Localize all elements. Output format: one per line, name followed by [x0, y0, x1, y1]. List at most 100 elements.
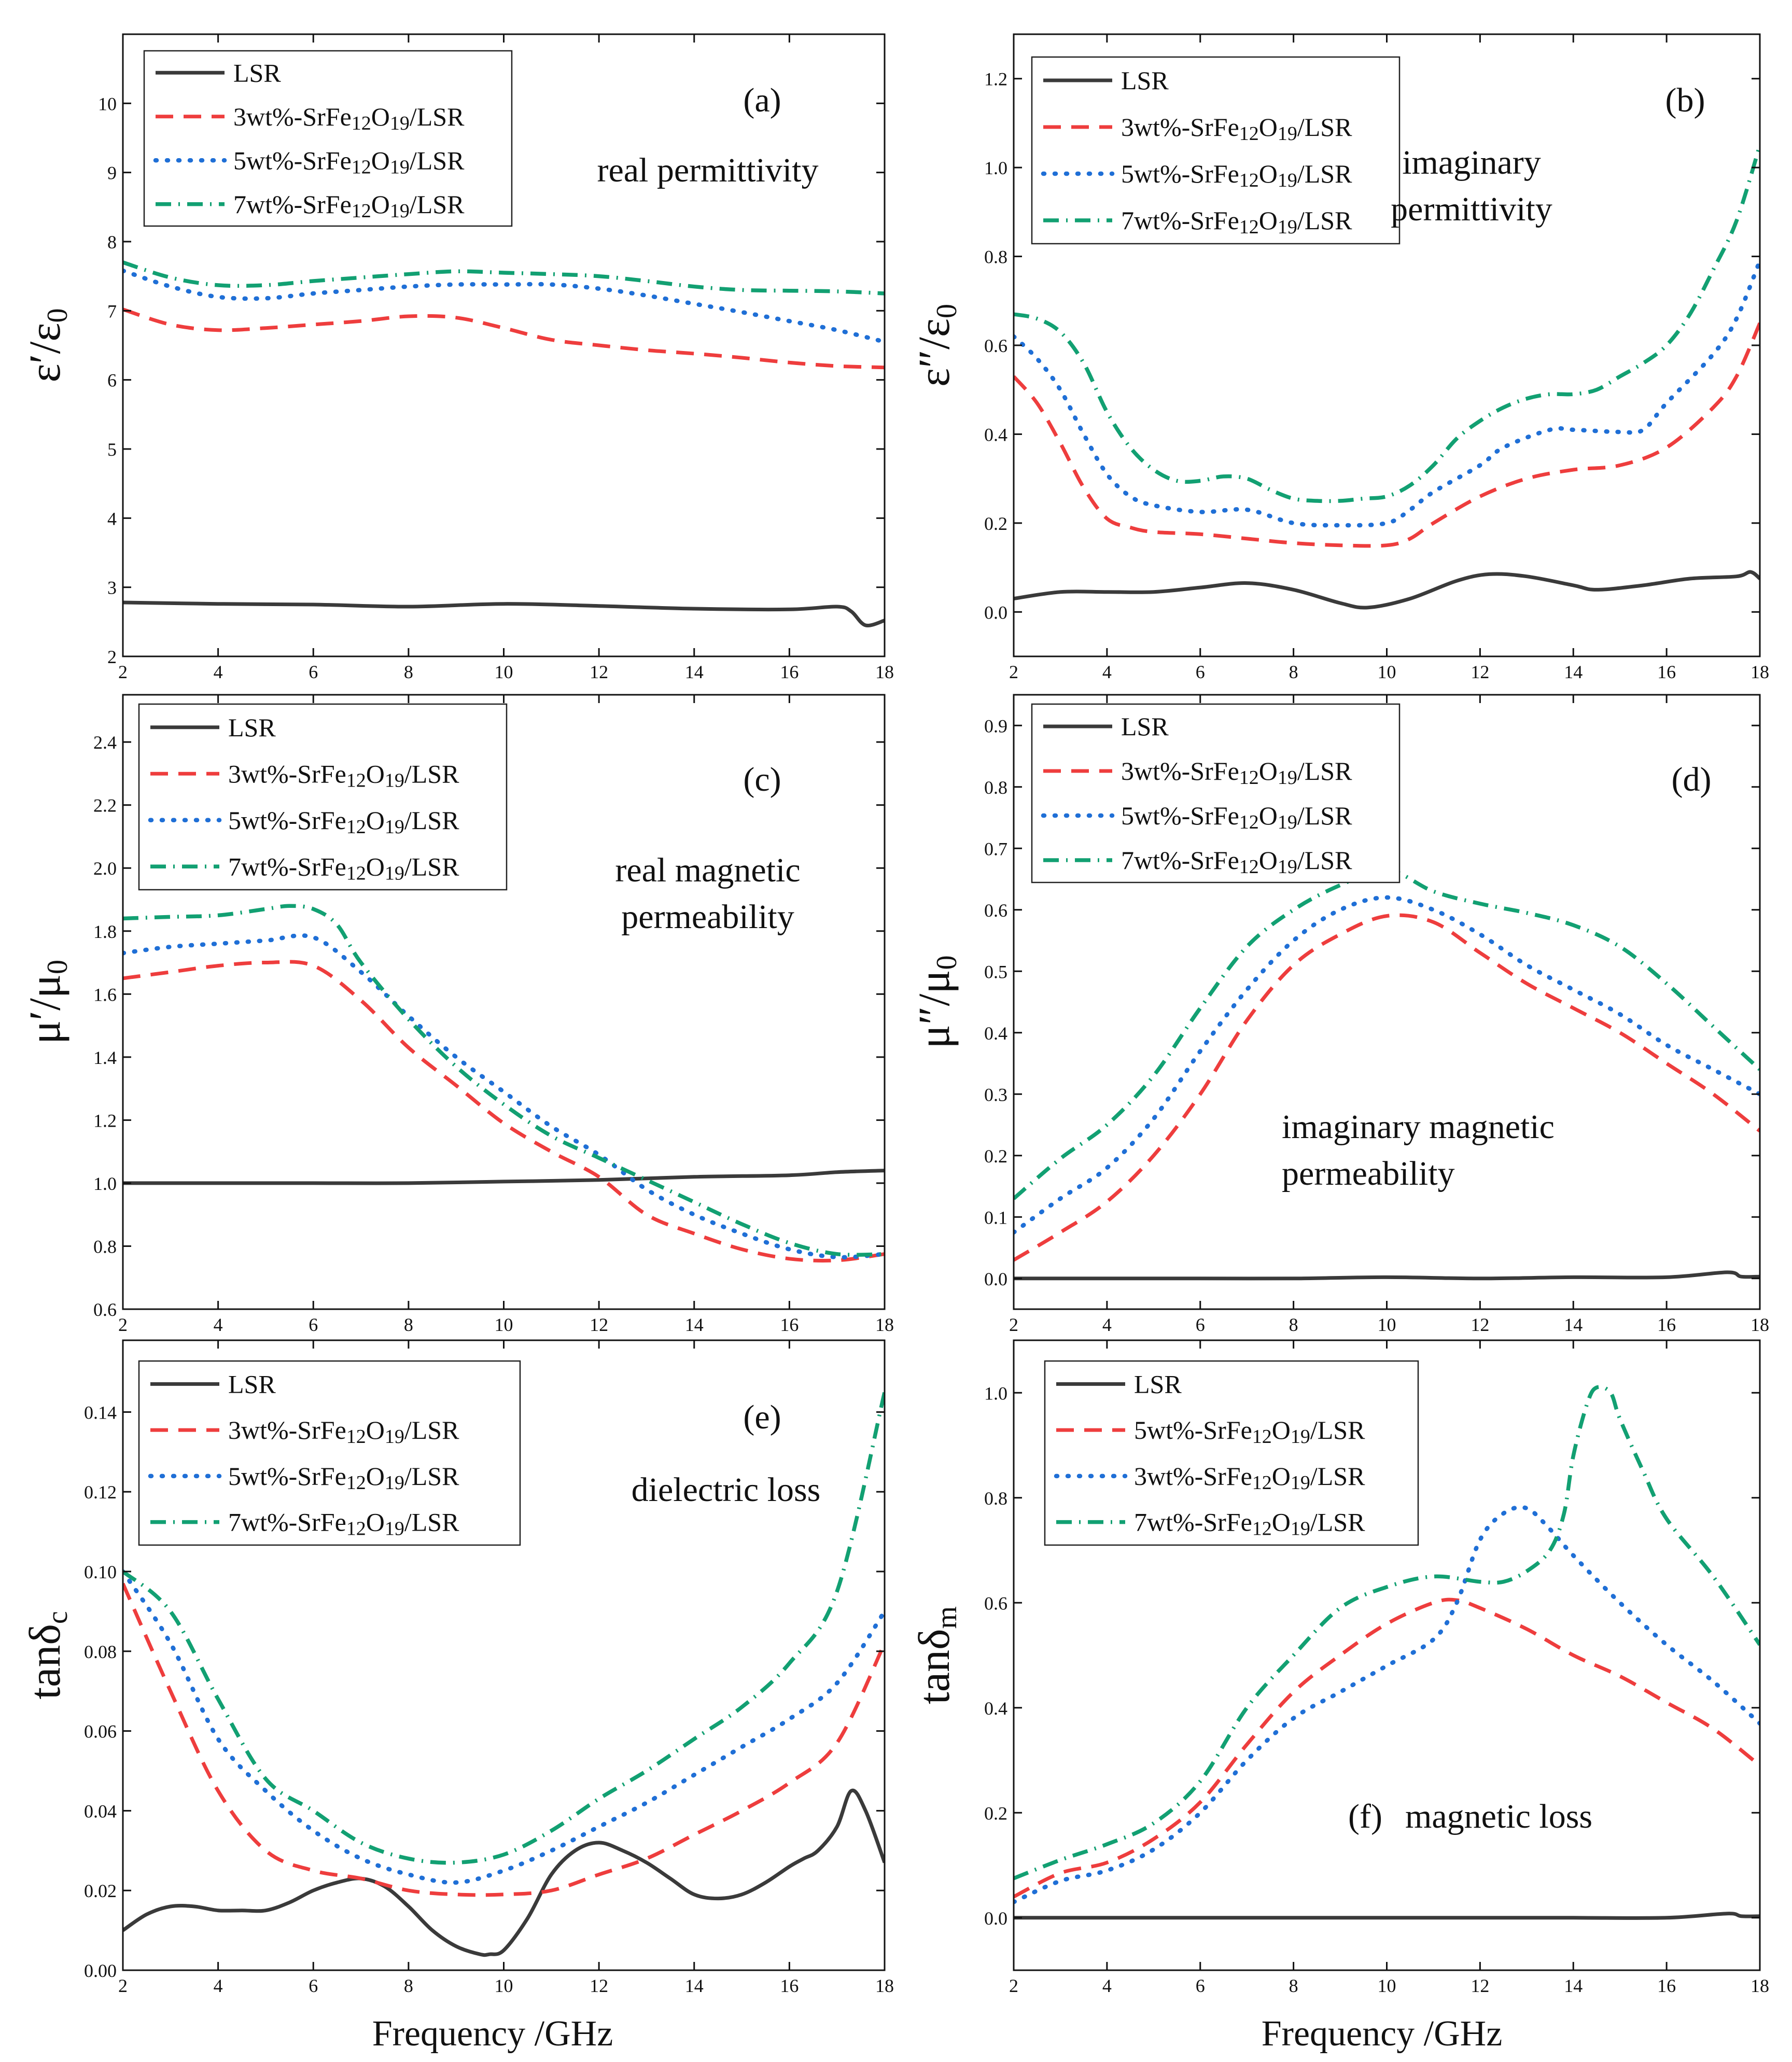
legend-label: 5wt%-SrFe12O19/LSR: [1121, 159, 1352, 191]
y-axis-label: μ′/μ0: [20, 960, 74, 1044]
x-tick-label: 14: [1564, 1314, 1583, 1335]
x-tick-label: 18: [875, 662, 894, 682]
legend-label: 7wt%-SrFe12O19/LSR: [1134, 1508, 1365, 1540]
legend-label: LSR: [228, 1369, 276, 1398]
x-tick-label: 14: [1564, 662, 1583, 682]
panel-label: (f): [1348, 1798, 1382, 1835]
y-axis-label: ε″/ε0: [909, 304, 963, 387]
x-tick-label: 4: [214, 662, 223, 682]
x-tick-label: 6: [309, 1975, 318, 1996]
panel-label: (a): [743, 81, 781, 119]
x-tick-label: 12: [590, 1975, 608, 1996]
y-tick-label: 1.2: [93, 1110, 117, 1131]
series-line-wt5: [123, 268, 885, 344]
legend-label: 5wt%-SrFe12O19/LSR: [1134, 1415, 1365, 1448]
x-tick-label: 16: [1657, 1975, 1676, 1996]
legend-label: 3wt%-SrFe12O19/LSR: [1121, 113, 1352, 145]
legend-label: LSR: [228, 713, 276, 742]
legend-box: [138, 1360, 521, 1546]
x-tick-label: 4: [214, 1975, 223, 1996]
y-tick-label: 1.8: [93, 921, 117, 942]
panel-label: (e): [743, 1398, 781, 1436]
y-axis-label: tanδc: [20, 1611, 74, 1699]
x-tick-label: 2: [1009, 1975, 1018, 1996]
series-line-wt7: [1014, 1385, 1760, 1881]
x-tick-label: 14: [685, 1314, 704, 1335]
x-tick-label: 8: [404, 662, 413, 682]
panel-annotation: magnetic loss: [1405, 1798, 1592, 1835]
y-tick-label: 0.7: [984, 838, 1007, 859]
y-tick-label: 0.4: [984, 1023, 1007, 1044]
y-tick-label: 0.8: [93, 1236, 117, 1257]
legend-label: LSR: [233, 58, 281, 87]
y-tick-label: 0.0: [984, 1908, 1007, 1929]
y-tick-label: 0.14: [84, 1402, 117, 1423]
y-tick-label: 7: [107, 301, 117, 321]
legend-label: LSR: [1121, 712, 1169, 741]
legend-label: LSR: [1134, 1369, 1182, 1398]
y-tick-label: 0.2: [984, 513, 1007, 534]
y-tick-label: 1.2: [984, 69, 1007, 90]
series-line-LSR: [123, 600, 885, 627]
x-tick-label: 14: [685, 1975, 704, 1996]
legend-label: 5wt%-SrFe12O19/LSR: [228, 1462, 459, 1494]
x-tick-label: 2: [118, 662, 128, 682]
legend: LSR 5wt%-SrFe12O19/LSR 3wt%-SrFe12O19/LSR 7…: [1044, 1360, 1419, 1546]
y-tick-label: 0.9: [984, 716, 1007, 736]
y-tick-label: 0.4: [984, 1698, 1007, 1719]
y-tick-label: 1.4: [93, 1047, 117, 1068]
y-tick-label: 0.04: [84, 1801, 117, 1821]
legend-box: [1044, 1360, 1419, 1546]
panel-annotation: permeability: [621, 898, 794, 936]
x-tick-label: 6: [309, 662, 318, 682]
x-tick-label: 16: [780, 1314, 799, 1335]
y-tick-label: 0.08: [84, 1642, 117, 1662]
legend-label: LSR: [1121, 66, 1169, 95]
x-tick-label: 18: [875, 1975, 894, 1996]
y-tick-label: 0.0: [984, 1269, 1007, 1289]
y-tick-label: 0.6: [984, 1593, 1007, 1614]
x-tick-label: 14: [685, 662, 704, 682]
y-tick-label: 2.4: [93, 732, 117, 753]
y-tick-label: 0.0: [984, 602, 1007, 623]
x-tick-label: 18: [1751, 1314, 1769, 1335]
panel-e: 2 4 6 8 10 12 14 16 18 0.00 0.02 0.04 0.06 0.08 0.10 0.…: [20, 1339, 894, 1996]
x-tick-label: 12: [1471, 1975, 1489, 1996]
y-tick-label: 8: [107, 232, 117, 253]
series-line-LSR: [123, 1788, 885, 1957]
series-line-wt3: [1014, 1597, 1760, 1899]
x-tick-label: 4: [1102, 1975, 1112, 1996]
series-line-wt5: [1014, 895, 1760, 1235]
series-line-wt3: [1014, 322, 1760, 548]
x-tick-label: 10: [495, 1314, 513, 1335]
panel-b: 2 4 6 8 10 12 14 16 18 0.0 0.2 0.4 0.6 0.8 1.0 1.2 ε″/ε0…: [909, 33, 1769, 682]
y-tick-label: 0.6: [984, 900, 1007, 921]
x-axis-label-left: Frequency /GHz: [372, 2014, 613, 2054]
y-tick-label: 0.6: [93, 1299, 117, 1320]
y-tick-label: 1.0: [93, 1173, 117, 1194]
y-tick-label: 0.06: [84, 1721, 117, 1742]
series-line-wt5: [1014, 1505, 1760, 1904]
legend: LSR 3wt%-SrFe12O19/LSR 5wt%-SrFe12O19/LSR 7…: [1031, 703, 1401, 883]
series-line-wt7: [123, 260, 885, 296]
x-tick-label: 6: [309, 1314, 318, 1335]
y-tick-label: 2: [107, 647, 117, 667]
legend-label: 5wt%-SrFe12O19/LSR: [1121, 801, 1352, 833]
series-group: [1014, 1385, 1760, 1920]
legend-label: 3wt%-SrFe12O19/LSR: [228, 759, 459, 791]
legend: LSR 3wt%-SrFe12O19/LSR 5wt%-SrFe12O19/LSR 7…: [138, 1360, 521, 1546]
legend-box: [138, 703, 508, 891]
y-tick-label: 0.6: [984, 335, 1007, 356]
y-tick-label: 2.0: [93, 858, 117, 879]
x-tick-label: 8: [1289, 662, 1298, 682]
x-tick-label: 12: [1471, 662, 1489, 682]
x-tick-label: 12: [590, 662, 608, 682]
series-line-wt7: [123, 1392, 885, 1865]
panel-c: 2 4 6 8 10 12 14 16 18 0.6 0.8 1.0 1.2 1.4 1.6 1.8 2.0 2.…: [20, 694, 894, 1335]
y-tick-label: 1.0: [984, 158, 1007, 178]
panel-label: (b): [1665, 81, 1705, 119]
x-tick-label: 18: [1751, 1975, 1769, 1996]
panel-f: 2 4 6 8 10 12 14 16 18 0.0 0.2 0.4 0.6 0.8 1.0 tanδm LSR…: [909, 1339, 1769, 1996]
y-tick-label: 0.10: [84, 1562, 117, 1582]
